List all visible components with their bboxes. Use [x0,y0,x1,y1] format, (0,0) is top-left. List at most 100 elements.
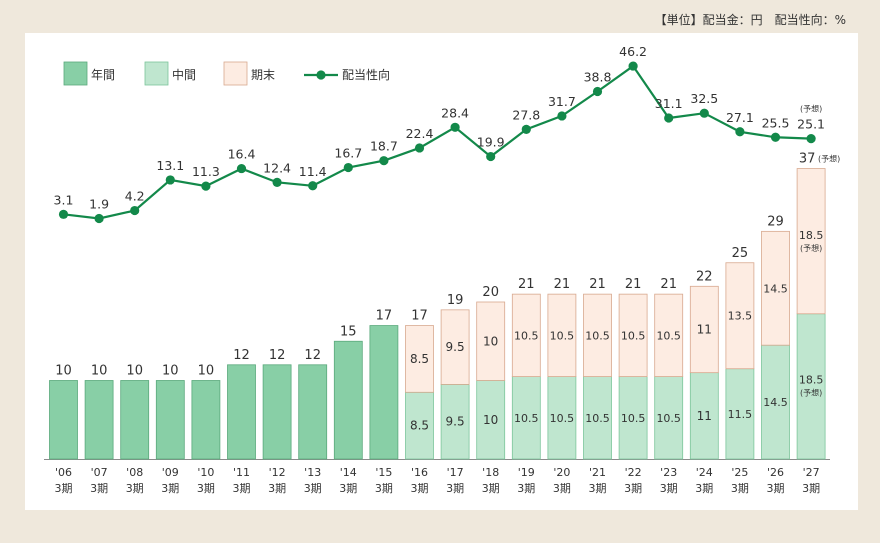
x-tick-period: 3期 [660,482,678,495]
total-value-label: 17 [411,309,428,324]
payout-value-label: 18.7 [370,139,398,154]
total-value-label: 29 [767,214,784,229]
total-value-label: 21 [554,277,571,292]
bar-interim [725,368,755,460]
bar-final [547,293,577,377]
x-tick-period: 3期 [767,482,785,495]
payout-ratio-line [63,64,812,220]
payout-value-label: 19.9 [477,135,505,150]
legend-swatch-annual [63,61,88,86]
bar-interim [547,376,577,460]
payout-value-label: 27.1 [726,110,754,125]
total-value-label: 21 [518,277,535,292]
bar-final [725,262,755,370]
bar-annual [262,364,292,460]
legend-marker [316,70,326,80]
payout-point [165,175,175,185]
bar-final [405,325,434,393]
payout-point [806,134,816,144]
legend-swatch-interim [144,61,169,86]
payout-value-label: 1.9 [89,196,109,211]
legend-label: 年間 [91,68,115,82]
payout-point [557,111,567,121]
final-value-label: 13.5 [728,310,753,323]
x-tick-year: '08 [126,466,143,479]
final-value-label: 10.5 [621,329,646,342]
bar-final [440,309,470,385]
bar-annual [298,364,328,460]
x-tick-period: 3期 [517,482,535,495]
total-value-label: 22 [696,269,713,284]
x-tick-year: '11 [233,466,250,479]
payout-point [628,61,638,71]
x-tick-period: 3期 [55,482,73,495]
x-tick-period: 3期 [802,482,820,495]
legend-label: 配当性向 [342,67,390,82]
x-tick-year: '12 [269,466,286,479]
total-value-label: 10 [162,364,179,379]
bar-final [476,301,506,381]
x-tick-period: 3期 [411,482,429,495]
bar-annual [155,380,185,460]
x-tick-year: '14 [340,466,357,479]
forecast-note: (予想) [800,243,822,253]
bar-final [689,285,719,374]
payout-value-label: 12.4 [263,160,291,175]
x-tick-year: '23 [660,466,677,479]
total-value-label: 10 [91,364,108,379]
legend-label: 期末 [251,68,275,82]
x-tick-year: '19 [518,466,535,479]
total-value-label: 12 [269,348,286,363]
x-tick-period: 3期 [304,482,322,495]
interim-value-label: 10 [483,413,498,427]
x-tick-period: 3期 [197,482,215,495]
bar-annual [49,380,78,460]
interim-value-label: 9.5 [446,415,465,429]
payout-value-label: 25.5 [762,115,790,130]
total-value-label: 10 [55,364,72,379]
x-tick-period: 3期 [233,482,251,495]
interim-value-label: 10.5 [621,412,646,425]
bar-annual [84,380,114,460]
total-value-label: 10 [198,364,215,379]
x-tick-year: '10 [197,466,214,479]
x-tick-year: '16 [411,466,428,479]
legend-swatch-final [223,61,248,86]
bar-interim [476,380,506,460]
payout-value-label: 38.8 [584,70,612,85]
total-value-label: 10 [126,364,143,379]
interim-value-label: 10.5 [656,412,681,425]
final-value-label: 10.5 [585,329,610,342]
total-value-label: 12 [233,348,250,363]
bar-final [583,293,612,377]
payout-point [450,122,460,132]
forecast-note: (予想) [818,154,840,164]
total-value-label: 21 [625,277,642,292]
bar-annual [191,380,221,460]
forecast-note: (予想) [800,387,822,397]
payout-value-label: 11.3 [192,164,220,179]
x-tick-year: '27 [803,466,820,479]
x-tick-period: 3期 [589,482,607,495]
payout-point [699,108,709,118]
x-tick-period: 3期 [695,482,713,495]
x-tick-period: 3期 [624,482,642,495]
payout-point [272,177,282,187]
x-tick-period: 3期 [90,482,108,495]
x-tick-year: '22 [625,466,642,479]
x-tick-year: '13 [304,466,321,479]
payout-point [735,127,745,137]
payout-value-label: 27.8 [512,107,540,122]
final-value-label: 14.5 [763,282,788,295]
x-tick-year: '07 [91,466,108,479]
payout-point [58,209,69,219]
x-tick-year: '09 [162,466,179,479]
bar-interim [654,376,684,460]
payout-value-label: 16.7 [334,146,362,161]
final-value-label: 10.5 [550,329,575,342]
total-value-label: 25 [732,246,749,261]
total-value-label: 12 [304,348,321,363]
x-tick-period: 3期 [482,482,500,495]
final-value-label: 9.5 [446,340,465,354]
x-tick-year: '20 [553,466,570,479]
